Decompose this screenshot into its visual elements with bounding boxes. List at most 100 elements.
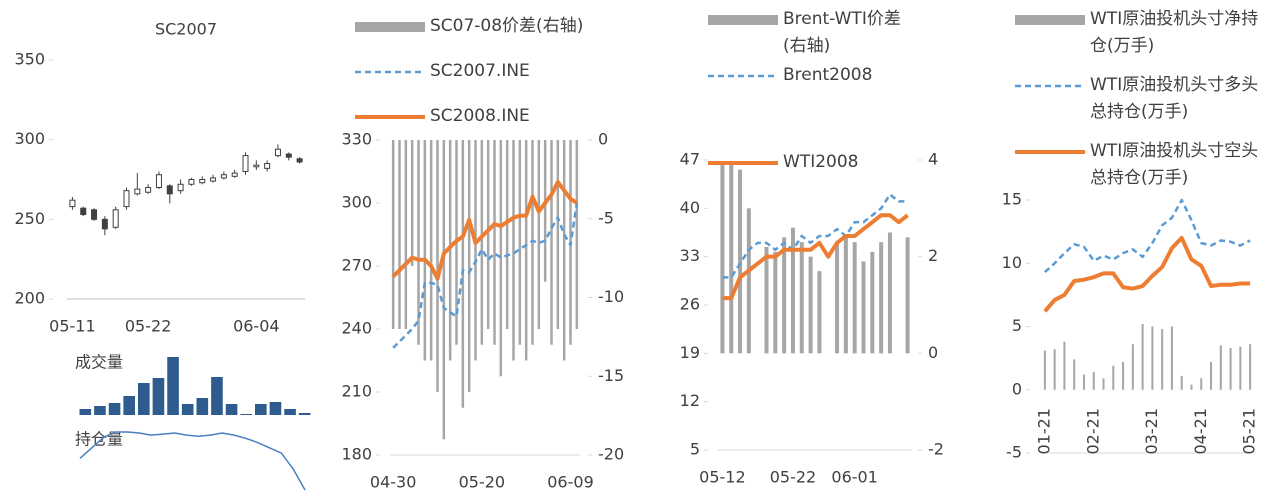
x-tick-label: 02-21 xyxy=(1083,408,1102,455)
bar xyxy=(1043,350,1046,390)
candle-body xyxy=(274,148,281,157)
volume-bar xyxy=(138,383,150,415)
bar xyxy=(843,237,848,354)
bar xyxy=(1170,326,1173,390)
yticks-label: 210 xyxy=(341,382,372,401)
bar xyxy=(861,261,866,354)
yticks-label: 200 xyxy=(14,289,45,308)
bar xyxy=(835,242,840,354)
legend-label: SC2008.INE xyxy=(430,106,530,126)
volume-bar xyxy=(152,378,165,415)
candle-body xyxy=(91,209,98,220)
yticks-label: 300 xyxy=(14,129,45,148)
yticks-label: 19 xyxy=(680,343,700,362)
yticks-label: 12 xyxy=(680,391,700,410)
x-tick-label: 05-22 xyxy=(770,468,817,487)
volume-bar xyxy=(108,403,121,415)
bar xyxy=(562,140,566,361)
legend-swatch xyxy=(1015,15,1085,25)
bar xyxy=(1102,378,1105,390)
bar xyxy=(442,140,446,440)
volume-bar xyxy=(123,396,135,415)
y2ticks-label: -15 xyxy=(598,366,624,385)
bar xyxy=(808,256,813,354)
bar xyxy=(764,247,769,354)
legend-label: WTI原油投机头寸空头总持仓(万手) xyxy=(1090,141,1259,188)
volume-bar xyxy=(211,377,223,415)
y2ticks-label: -10 xyxy=(598,287,624,306)
bar xyxy=(556,140,560,329)
bar xyxy=(486,140,490,329)
y2ticks-label: 2 xyxy=(928,246,938,265)
bar xyxy=(879,242,884,354)
legend-label: WTI2008 xyxy=(783,152,859,172)
x-tick-label: 03-21 xyxy=(1142,408,1161,455)
bar xyxy=(1151,326,1154,390)
x-tick-label: 05-21 xyxy=(1240,408,1259,455)
yticks-label: -5 xyxy=(1006,443,1022,462)
bar xyxy=(1239,346,1242,390)
bar xyxy=(1141,323,1144,390)
legend-label: WTI原油投机头寸多头总持仓(万手) xyxy=(1090,75,1259,122)
bar xyxy=(1082,374,1085,390)
bar xyxy=(870,251,875,354)
bar xyxy=(467,140,471,392)
candle-body xyxy=(253,164,260,168)
candle-body xyxy=(264,163,271,169)
line xyxy=(391,180,578,281)
yticks-label: 47 xyxy=(680,150,700,169)
open-interest-line xyxy=(79,431,306,491)
yticks-label: 15 xyxy=(1002,190,1022,209)
bar xyxy=(1249,344,1252,390)
bar xyxy=(404,140,408,329)
bar xyxy=(1092,372,1095,390)
bar xyxy=(1161,329,1164,390)
line xyxy=(1044,198,1251,274)
bar xyxy=(417,140,420,345)
yticks-label: 40 xyxy=(680,198,700,217)
candle-body xyxy=(69,199,76,208)
bar xyxy=(852,242,857,354)
bar xyxy=(499,140,503,377)
candle-body xyxy=(123,190,130,208)
volume-bar xyxy=(269,402,282,415)
bar xyxy=(537,140,541,329)
line xyxy=(392,202,579,349)
volume-bar xyxy=(196,398,209,415)
yticks-label: 0 xyxy=(1012,379,1022,398)
candle-body xyxy=(242,155,249,173)
bar xyxy=(1229,348,1232,390)
yticks-label: 250 xyxy=(14,209,45,228)
candle-body xyxy=(134,188,141,195)
bar xyxy=(720,164,725,354)
bar xyxy=(1063,341,1066,390)
x-tick-label: 05-20 xyxy=(459,473,506,492)
bar xyxy=(790,227,795,354)
bar xyxy=(543,140,547,282)
x-tick-label: 04-21 xyxy=(1191,408,1210,455)
volume-bar xyxy=(79,409,92,415)
bar xyxy=(505,140,509,329)
bar xyxy=(1210,361,1213,390)
volume-bar xyxy=(94,406,106,415)
bar xyxy=(429,140,433,361)
bar xyxy=(817,271,822,354)
volume-bar xyxy=(284,409,296,415)
candle-body xyxy=(199,179,206,184)
x-tick-label: 06-09 xyxy=(547,473,594,492)
candle-body xyxy=(285,153,292,158)
candle-body xyxy=(101,218,108,230)
x-tick-label: 05-22 xyxy=(125,317,172,336)
x-tick-label: 01-21 xyxy=(1034,408,1053,455)
bar xyxy=(1190,384,1193,390)
yticks-label: 350 xyxy=(14,50,45,69)
legend-label: WTI原油投机头寸净持仓(万手) xyxy=(1090,9,1259,56)
candle-body xyxy=(166,185,173,195)
yticks-label: 300 xyxy=(341,193,372,212)
y2ticks-label: 4 xyxy=(928,150,938,169)
y2ticks-label: -20 xyxy=(598,445,624,464)
legend-label: Brent-WTI价差(右轴) xyxy=(783,9,901,56)
bar xyxy=(729,164,734,354)
candle-body xyxy=(80,207,87,216)
